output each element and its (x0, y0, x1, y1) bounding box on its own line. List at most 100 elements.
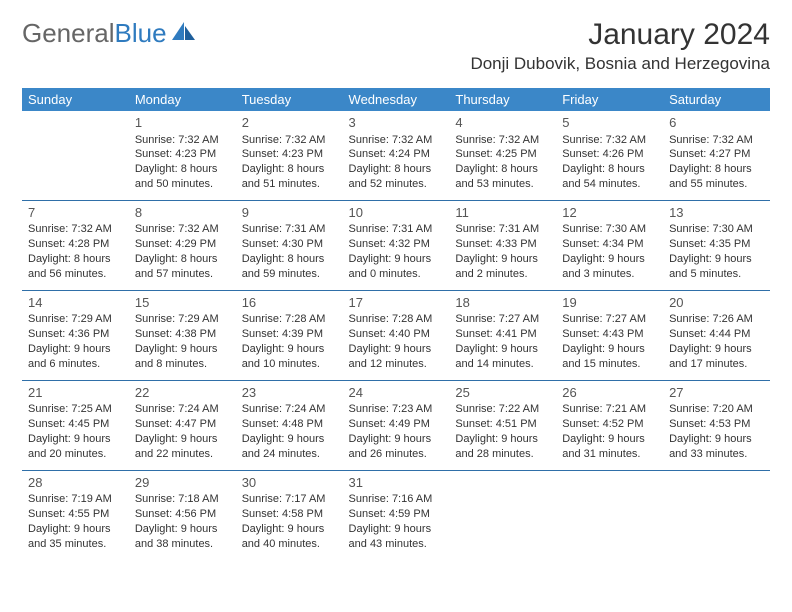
calendar-cell: 1Sunrise: 7:32 AMSunset: 4:23 PMDaylight… (129, 111, 236, 200)
brand-word-2: Blue (115, 18, 167, 49)
sunrise-line: Sunrise: 7:29 AM (135, 312, 230, 327)
daylight-line-1: Daylight: 8 hours (135, 252, 230, 267)
day-number: 6 (669, 114, 764, 132)
sunrise-line: Sunrise: 7:17 AM (242, 492, 337, 507)
daylight-line-1: Daylight: 8 hours (562, 162, 657, 177)
day-number: 16 (242, 294, 337, 312)
daylight-line-2: and 33 minutes. (669, 447, 764, 462)
day-number: 5 (562, 114, 657, 132)
sunset-line: Sunset: 4:32 PM (349, 237, 444, 252)
sunset-line: Sunset: 4:30 PM (242, 237, 337, 252)
day-number: 10 (349, 204, 444, 222)
daylight-line-2: and 51 minutes. (242, 177, 337, 192)
calendar-cell: 14Sunrise: 7:29 AMSunset: 4:36 PMDayligh… (22, 290, 129, 380)
sunset-line: Sunset: 4:39 PM (242, 327, 337, 342)
sunrise-line: Sunrise: 7:30 AM (669, 222, 764, 237)
sunset-line: Sunset: 4:24 PM (349, 147, 444, 162)
daylight-line-1: Daylight: 9 hours (28, 432, 123, 447)
daylight-line-2: and 52 minutes. (349, 177, 444, 192)
calendar-cell (449, 470, 556, 559)
day-number: 27 (669, 384, 764, 402)
calendar-head: SundayMondayTuesdayWednesdayThursdayFrid… (22, 88, 770, 111)
calendar-cell: 21Sunrise: 7:25 AMSunset: 4:45 PMDayligh… (22, 380, 129, 470)
day-number: 23 (242, 384, 337, 402)
daylight-line-1: Daylight: 8 hours (242, 252, 337, 267)
day-number: 25 (455, 384, 550, 402)
day-number: 12 (562, 204, 657, 222)
sunset-line: Sunset: 4:35 PM (669, 237, 764, 252)
day-number: 2 (242, 114, 337, 132)
daylight-line-1: Daylight: 8 hours (349, 162, 444, 177)
day-number: 9 (242, 204, 337, 222)
sunrise-line: Sunrise: 7:31 AM (242, 222, 337, 237)
title-block: January 2024 Donji Dubovik, Bosnia and H… (470, 18, 770, 74)
weekday-header: Sunday (22, 88, 129, 111)
sunrise-line: Sunrise: 7:32 AM (135, 222, 230, 237)
daylight-line-1: Daylight: 9 hours (669, 252, 764, 267)
sunrise-line: Sunrise: 7:24 AM (135, 402, 230, 417)
calendar-cell: 22Sunrise: 7:24 AMSunset: 4:47 PMDayligh… (129, 380, 236, 470)
sunrise-line: Sunrise: 7:19 AM (28, 492, 123, 507)
sunset-line: Sunset: 4:44 PM (669, 327, 764, 342)
location: Donji Dubovik, Bosnia and Herzegovina (470, 54, 770, 74)
weekday-header: Monday (129, 88, 236, 111)
calendar-cell: 8Sunrise: 7:32 AMSunset: 4:29 PMDaylight… (129, 200, 236, 290)
day-number: 31 (349, 474, 444, 492)
day-number: 17 (349, 294, 444, 312)
day-number: 7 (28, 204, 123, 222)
day-number: 11 (455, 204, 550, 222)
sunrise-line: Sunrise: 7:32 AM (242, 133, 337, 148)
calendar-cell: 20Sunrise: 7:26 AMSunset: 4:44 PMDayligh… (663, 290, 770, 380)
sunrise-line: Sunrise: 7:24 AM (242, 402, 337, 417)
calendar-week: 1Sunrise: 7:32 AMSunset: 4:23 PMDaylight… (22, 111, 770, 200)
daylight-line-1: Daylight: 9 hours (135, 342, 230, 357)
calendar-cell (663, 470, 770, 559)
sunrise-line: Sunrise: 7:31 AM (349, 222, 444, 237)
daylight-line-2: and 15 minutes. (562, 357, 657, 372)
sunrise-line: Sunrise: 7:28 AM (349, 312, 444, 327)
sunrise-line: Sunrise: 7:18 AM (135, 492, 230, 507)
calendar-cell: 23Sunrise: 7:24 AMSunset: 4:48 PMDayligh… (236, 380, 343, 470)
calendar-cell: 30Sunrise: 7:17 AMSunset: 4:58 PMDayligh… (236, 470, 343, 559)
sunset-line: Sunset: 4:55 PM (28, 507, 123, 522)
calendar-cell: 28Sunrise: 7:19 AMSunset: 4:55 PMDayligh… (22, 470, 129, 559)
calendar-cell: 18Sunrise: 7:27 AMSunset: 4:41 PMDayligh… (449, 290, 556, 380)
daylight-line-1: Daylight: 9 hours (669, 432, 764, 447)
daylight-line-2: and 56 minutes. (28, 267, 123, 282)
daylight-line-2: and 17 minutes. (669, 357, 764, 372)
daylight-line-1: Daylight: 8 hours (242, 162, 337, 177)
sunset-line: Sunset: 4:53 PM (669, 417, 764, 432)
sunset-line: Sunset: 4:40 PM (349, 327, 444, 342)
daylight-line-1: Daylight: 9 hours (135, 432, 230, 447)
day-number: 29 (135, 474, 230, 492)
daylight-line-2: and 12 minutes. (349, 357, 444, 372)
day-number: 3 (349, 114, 444, 132)
calendar-cell: 2Sunrise: 7:32 AMSunset: 4:23 PMDaylight… (236, 111, 343, 200)
day-number: 15 (135, 294, 230, 312)
sunrise-line: Sunrise: 7:30 AM (562, 222, 657, 237)
calendar-cell: 3Sunrise: 7:32 AMSunset: 4:24 PMDaylight… (343, 111, 450, 200)
calendar-cell: 17Sunrise: 7:28 AMSunset: 4:40 PMDayligh… (343, 290, 450, 380)
daylight-line-2: and 38 minutes. (135, 537, 230, 552)
calendar-week: 21Sunrise: 7:25 AMSunset: 4:45 PMDayligh… (22, 380, 770, 470)
sunrise-line: Sunrise: 7:21 AM (562, 402, 657, 417)
daylight-line-1: Daylight: 9 hours (349, 342, 444, 357)
sunrise-line: Sunrise: 7:26 AM (669, 312, 764, 327)
sunset-line: Sunset: 4:58 PM (242, 507, 337, 522)
day-number: 22 (135, 384, 230, 402)
calendar-cell: 24Sunrise: 7:23 AMSunset: 4:49 PMDayligh… (343, 380, 450, 470)
daylight-line-2: and 40 minutes. (242, 537, 337, 552)
sunrise-line: Sunrise: 7:22 AM (455, 402, 550, 417)
brand-logo: GeneralBlue (22, 18, 197, 49)
daylight-line-1: Daylight: 9 hours (242, 522, 337, 537)
sunset-line: Sunset: 4:41 PM (455, 327, 550, 342)
sunrise-line: Sunrise: 7:27 AM (562, 312, 657, 327)
daylight-line-2: and 53 minutes. (455, 177, 550, 192)
sunset-line: Sunset: 4:29 PM (135, 237, 230, 252)
daylight-line-2: and 6 minutes. (28, 357, 123, 372)
calendar-cell: 11Sunrise: 7:31 AMSunset: 4:33 PMDayligh… (449, 200, 556, 290)
day-number: 26 (562, 384, 657, 402)
sunrise-line: Sunrise: 7:31 AM (455, 222, 550, 237)
daylight-line-2: and 0 minutes. (349, 267, 444, 282)
calendar-cell (556, 470, 663, 559)
